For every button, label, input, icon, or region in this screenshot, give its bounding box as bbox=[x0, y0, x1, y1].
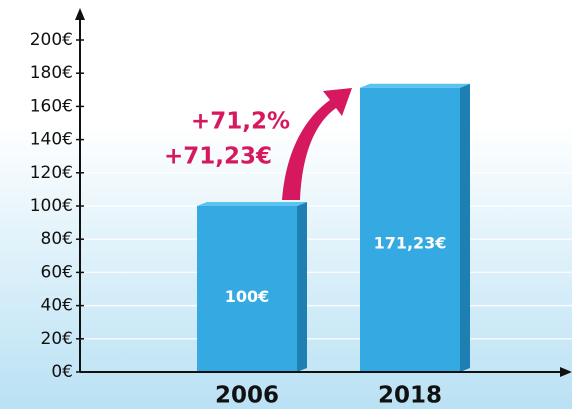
y-tick-label: 0€ bbox=[51, 362, 73, 382]
growth-arrow bbox=[282, 88, 352, 200]
y-tick-label: 120€ bbox=[30, 163, 73, 183]
y-tick-label: 80€ bbox=[41, 229, 73, 249]
annotation: +71,23€ bbox=[164, 144, 272, 170]
value-label: 100€ bbox=[225, 287, 270, 306]
bar bbox=[360, 87, 460, 372]
y-tick-label: 140€ bbox=[30, 130, 73, 150]
y-axis-arrow bbox=[75, 8, 85, 20]
y-tick-label: 180€ bbox=[30, 63, 73, 83]
bar-top bbox=[197, 202, 307, 206]
x-tick-label: 2018 bbox=[378, 383, 442, 409]
bar-top bbox=[360, 83, 470, 88]
y-tick-label: 160€ bbox=[30, 96, 73, 116]
y-tick-label: 60€ bbox=[41, 262, 73, 282]
y-tick-label: 100€ bbox=[30, 196, 73, 216]
value-label: 171,23€ bbox=[374, 234, 447, 253]
bar-side bbox=[297, 202, 307, 372]
y-tick-label: 200€ bbox=[30, 30, 73, 50]
x-tick-label: 2006 bbox=[215, 383, 279, 409]
y-tick-label: 20€ bbox=[41, 329, 73, 349]
bar-side bbox=[460, 83, 470, 372]
x-axis-arrow bbox=[560, 367, 572, 377]
y-tick-label: 40€ bbox=[41, 296, 73, 316]
annotation: +71,2% bbox=[191, 109, 290, 135]
bar bbox=[197, 206, 297, 372]
